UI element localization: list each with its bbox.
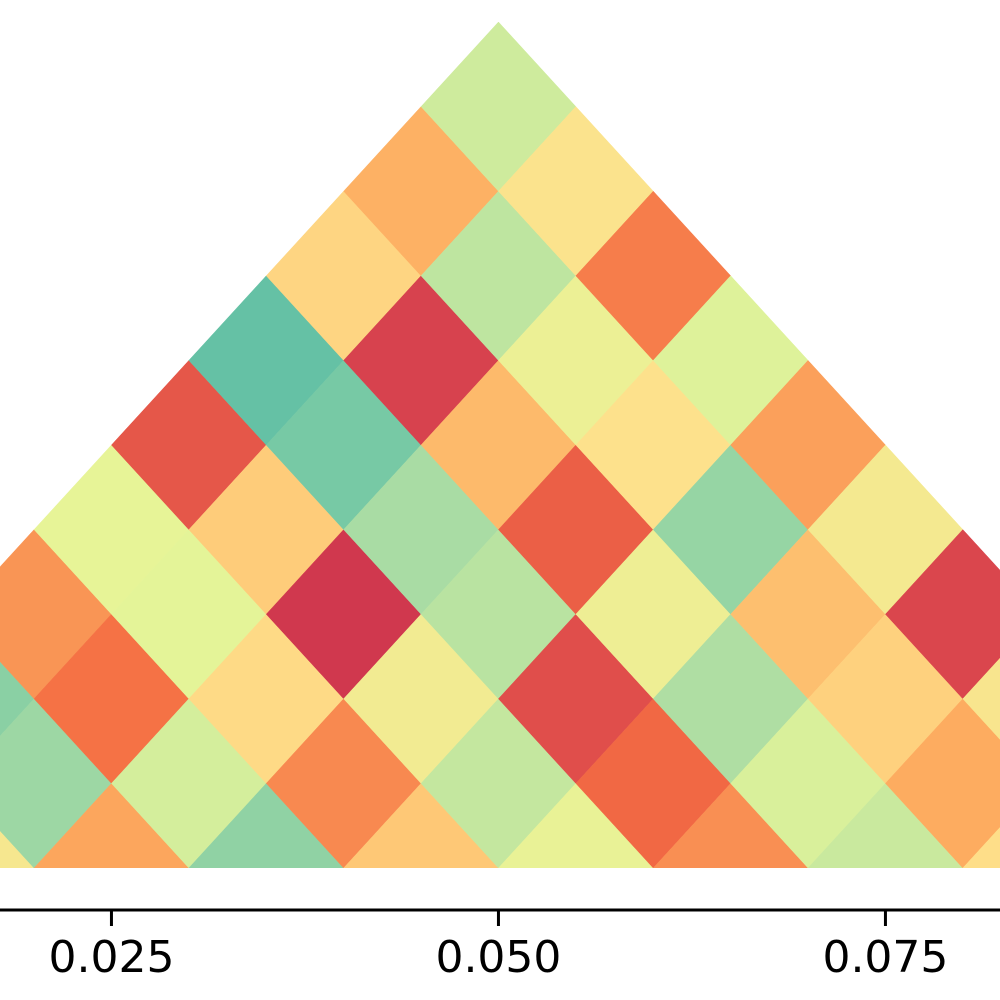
heatmap-cell: [33, 783, 190, 868]
heatmap-cell: [885, 529, 1000, 700]
heatmap: [0, 21, 1000, 868]
heatmap-cell: [962, 657, 1000, 740]
x-tick-label: 0.050: [435, 932, 561, 983]
x-tick-label: 0.025: [48, 932, 174, 983]
heatmap-cell: [885, 698, 1000, 868]
x-tick-label: 0.075: [822, 932, 948, 983]
heatmap-cell: [807, 783, 964, 868]
heatmap-cell: [498, 783, 654, 868]
heatmap-cell: [652, 783, 809, 868]
heatmap-cell: [343, 783, 499, 868]
heatmap-cell: [188, 783, 344, 868]
heatmap-cell: [962, 827, 1000, 868]
